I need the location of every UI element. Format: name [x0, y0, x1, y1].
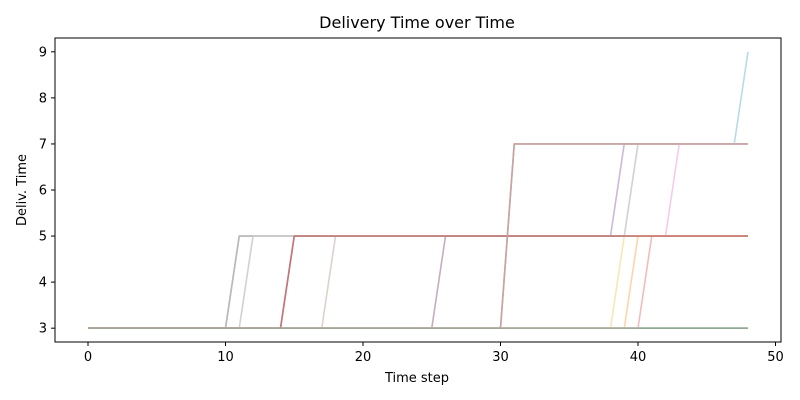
- x-tick-label: 20: [355, 350, 372, 365]
- y-tick-label: 3: [39, 322, 47, 337]
- y-tick-label: 8: [39, 91, 47, 106]
- line-series-2: [88, 51, 749, 329]
- x-tick-label: 10: [217, 350, 234, 365]
- x-tick-label: 0: [84, 350, 92, 365]
- y-axis: 3 4 5 6 7 8 9: [39, 45, 55, 337]
- y-axis-label: Deliv. Time: [15, 154, 30, 226]
- x-tick-label: 30: [492, 350, 509, 365]
- y-tick-label: 6: [39, 184, 47, 199]
- y-tick-label: 9: [39, 45, 47, 60]
- y-tick-label: 7: [39, 137, 47, 152]
- x-tick-label: 50: [767, 350, 784, 365]
- x-axis-label: Time step: [384, 371, 449, 386]
- y-tick-label: 4: [39, 276, 47, 291]
- x-tick-label: 40: [630, 350, 647, 365]
- line-series-12: [88, 235, 748, 329]
- x-axis: 0 10 20 30 40 50: [84, 342, 784, 365]
- series-layer: [88, 51, 749, 329]
- y-tick-label: 5: [39, 230, 47, 245]
- chart-title: Delivery Time over Time: [319, 13, 515, 32]
